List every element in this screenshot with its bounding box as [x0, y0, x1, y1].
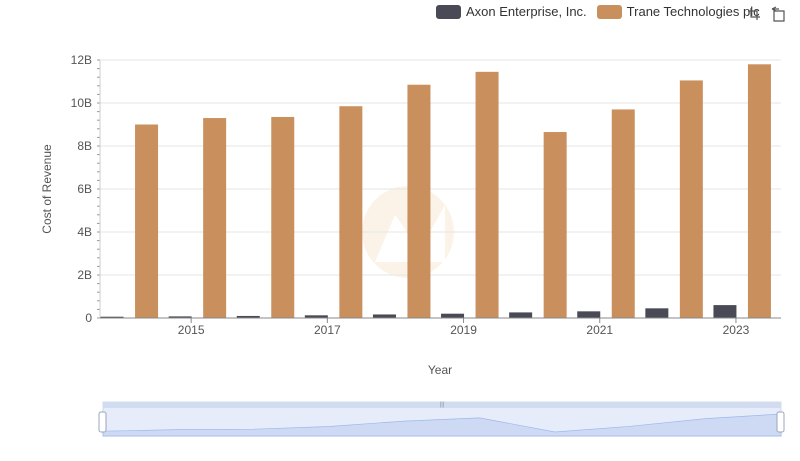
- y-axis: 0 2B 4B 6B 8B 10B 12B: [71, 53, 101, 325]
- bar-axon-2014[interactable]: [100, 316, 124, 318]
- bar-axon-2016[interactable]: [236, 315, 260, 318]
- bar-trane-2019[interactable]: [475, 71, 499, 318]
- legend-label: Trane Technologies plc: [626, 4, 760, 19]
- x-tick-label: 2023: [723, 323, 750, 337]
- y-tick-label: 8B: [77, 139, 92, 153]
- bar-axon-2019[interactable]: [441, 313, 465, 318]
- y-axis-label: Cost of Revenue: [40, 144, 54, 234]
- x-axis-label: Year: [428, 363, 452, 377]
- bar-trane-2021[interactable]: [611, 109, 635, 318]
- y-tick-label: 12B: [71, 53, 92, 67]
- bar-trane-2015[interactable]: [203, 118, 227, 318]
- zoom-handle-right[interactable]: [776, 411, 785, 433]
- bar-axon-2021[interactable]: [577, 311, 601, 318]
- bar-axon-2018[interactable]: [372, 314, 396, 318]
- bar-trane-2014[interactable]: [135, 124, 159, 319]
- legend: Axon Enterprise, Inc. Trane Technologies …: [436, 4, 760, 19]
- legend-swatch: [436, 4, 461, 19]
- zoom-handle-left[interactable]: [98, 411, 107, 433]
- legend-item[interactable]: Axon Enterprise, Inc.: [436, 4, 587, 19]
- y-tick-label: 0: [85, 311, 92, 325]
- bar-trane-2022[interactable]: [679, 80, 703, 318]
- x-axis: 2015 2017 2019 2021 2023: [100, 317, 781, 337]
- zoom-drag-grip[interactable]: |||: [440, 402, 445, 408]
- bar-trane-2023[interactable]: [747, 64, 771, 318]
- bar-trane-2017[interactable]: [339, 106, 363, 318]
- bar-axon-2022[interactable]: [645, 308, 669, 318]
- legend-label: Axon Enterprise, Inc.: [466, 4, 587, 19]
- bar-axon-2017[interactable]: [304, 315, 328, 318]
- y-tick-label: 4B: [77, 225, 92, 239]
- data-zoom-slider[interactable]: |||: [98, 401, 785, 437]
- bar-trane-2020[interactable]: [543, 132, 567, 318]
- y-tick-label: 6B: [77, 182, 92, 196]
- bars: [100, 64, 771, 319]
- bar-axon-2023[interactable]: [713, 305, 737, 318]
- x-tick-label: 2021: [586, 323, 613, 337]
- x-tick-label: 2015: [178, 323, 205, 337]
- y-tick-label: 10B: [71, 96, 92, 110]
- x-tick-label: 2017: [314, 323, 341, 337]
- bar-trane-2016[interactable]: [271, 116, 295, 318]
- toolbox: [746, 6, 786, 22]
- grid-lines: [100, 59, 781, 319]
- zoom-select-icon[interactable]: [746, 6, 762, 22]
- legend-item[interactable]: Trane Technologies plc: [596, 4, 760, 19]
- legend-swatch: [596, 4, 622, 19]
- bar-axon-2015[interactable]: [168, 316, 192, 318]
- bar-axon-2020[interactable]: [509, 312, 533, 318]
- bar-trane-2018[interactable]: [407, 84, 431, 318]
- x-tick-label: 2019: [450, 323, 477, 337]
- zoom-reset-icon[interactable]: [770, 6, 786, 22]
- y-tick-label: 2B: [77, 268, 92, 282]
